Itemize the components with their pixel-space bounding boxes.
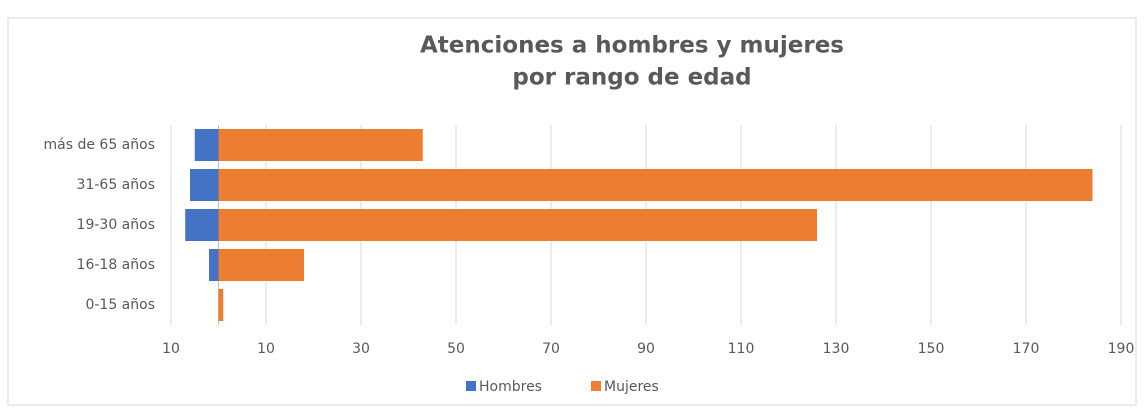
y-tick-label: 0-15 años	[85, 297, 155, 313]
x-tick-label: 150	[918, 341, 945, 357]
legend-swatch	[591, 381, 601, 391]
x-tick-label: 30	[352, 341, 370, 357]
bar	[218, 289, 224, 321]
legend-label: Hombres	[479, 379, 542, 395]
chart-title: por rango de edad	[512, 65, 751, 91]
x-tick-label: 110	[728, 341, 755, 357]
bar	[218, 249, 304, 281]
y-tick-label: 31-65 años	[77, 177, 155, 193]
y-tick-label: 19-30 años	[77, 217, 155, 233]
bar	[185, 209, 219, 241]
bar	[190, 169, 219, 201]
bar	[209, 249, 219, 281]
x-tick-label: 10	[162, 341, 180, 357]
x-tick-label: 90	[637, 341, 655, 357]
y-tick-label: 16-18 años	[77, 257, 155, 273]
x-tick-label: 50	[447, 341, 465, 357]
x-tick-label: 10	[257, 341, 275, 357]
x-tick-label: 130	[823, 341, 850, 357]
x-tick-label: 70	[542, 341, 560, 357]
legend-label: Mujeres	[604, 379, 659, 395]
x-tick-label: 170	[1013, 341, 1040, 357]
bar	[218, 169, 1093, 201]
bar	[218, 209, 817, 241]
x-tick-label: 190	[1108, 341, 1135, 357]
legend-swatch	[466, 381, 476, 391]
chart-title: Atenciones a hombres y mujeres	[420, 33, 844, 59]
bar	[218, 129, 423, 161]
bar	[194, 129, 219, 161]
y-tick-label: más de 65 años	[44, 137, 156, 153]
